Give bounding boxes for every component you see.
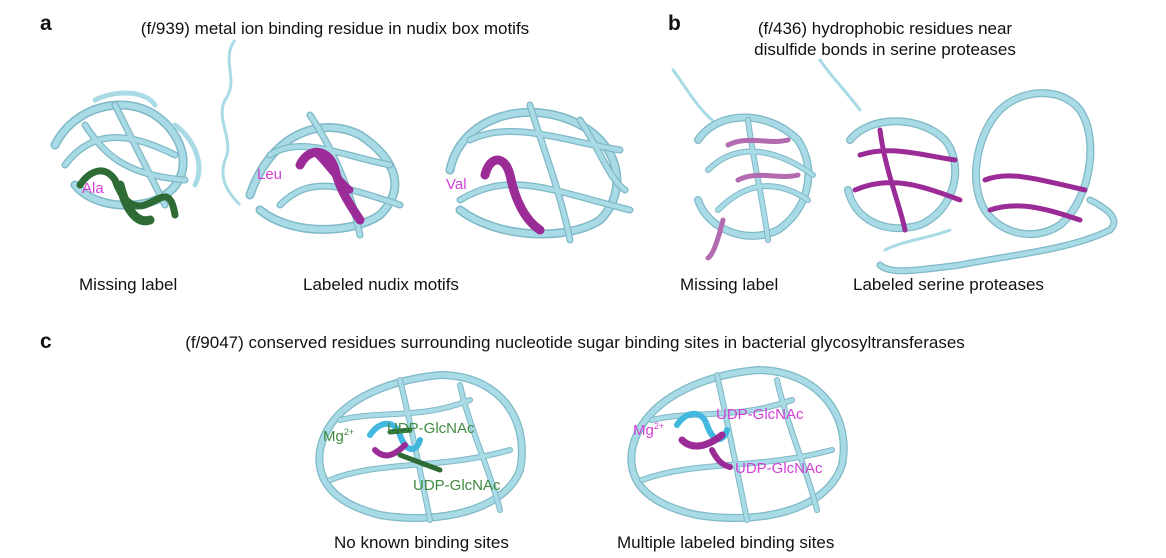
panel-b-title-line-1: (f/436) hydrophobic residues near: [757, 19, 1013, 38]
panel-c-left-mg-charge: 2+: [343, 427, 355, 437]
panel-a-structure-val: [445, 101, 634, 244]
residue-label-val: Val: [446, 176, 467, 193]
panel-c-left-ligand-2: UDP-GlcNAc: [413, 477, 501, 494]
panel-c-structure-right: [627, 366, 848, 523]
panel-a-caption-labeled: Labeled nudix motifs: [303, 275, 459, 294]
panel-c-left-ligand-1: UDP-GlcNAc: [387, 420, 475, 437]
panel-c-right-mg-charge: 2+: [653, 421, 665, 431]
panel-b-letter: b: [668, 12, 681, 35]
panel-b-caption-missing: Missing label: [680, 275, 779, 294]
panel-c-structure-left: [315, 371, 526, 523]
panel-b-title-line-2: disulfide bonds in serine proteases: [754, 40, 1016, 59]
residue-label-ala: Ala: [82, 180, 104, 197]
panel-b-structure-labeled-2: [876, 89, 1118, 275]
panel-c-right-mg-label: Mg2+: [633, 421, 664, 439]
panel-b-structure-missing: [671, 68, 816, 261]
panel-a-structure-leu: [245, 111, 404, 239]
panel-a-structure-missing: [50, 90, 202, 226]
panel-c-right-ligand-1: UDP-GlcNAc: [716, 406, 804, 423]
panel-a-letter: a: [40, 12, 52, 35]
panel-a-caption-missing: Missing label: [79, 275, 178, 294]
panel-c-left-mg-text: Mg: [323, 428, 344, 445]
panel-b-structure-labeled-1: [818, 58, 963, 233]
panel-b-title: (f/436) hydrophobic residues near disulf…: [720, 18, 1050, 60]
residue-label-leu: Leu: [257, 166, 283, 183]
panel-c-letter: c: [40, 330, 52, 353]
panel-c-caption-left: No known binding sites: [334, 533, 509, 552]
panel-c-caption-right: Multiple labeled binding sites: [617, 533, 835, 552]
panel-a-unstructured-tail: [220, 39, 242, 207]
panel-c-right-mg-text: Mg: [633, 422, 654, 439]
panel-c-title: (f/9047) conserved residues surrounding …: [185, 333, 965, 352]
panel-c-right-ligand-2: UDP-GlcNAc: [735, 460, 823, 477]
panel-b-caption-labeled: Labeled serine proteases: [853, 275, 1044, 294]
panel-c-left-mg-label: Mg2+: [323, 427, 354, 445]
panel-a-title: (f/939) metal ion binding residue in nud…: [140, 19, 530, 38]
